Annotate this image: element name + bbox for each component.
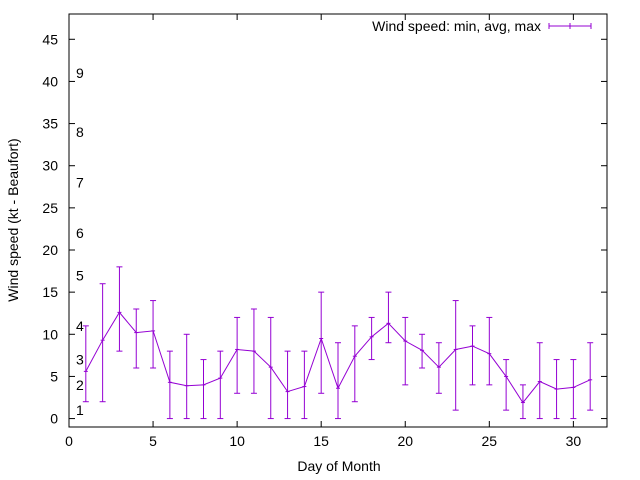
- x-tick-label: 10: [229, 433, 245, 449]
- y-tick-label: 30: [42, 158, 58, 174]
- x-tick-label: 20: [397, 433, 413, 449]
- beaufort-label: 4: [76, 318, 84, 334]
- y-tick-label: 5: [50, 368, 58, 384]
- y-tick-label: 35: [42, 116, 58, 132]
- x-tick-label: 15: [313, 433, 329, 449]
- y-tick-label: 40: [42, 73, 58, 89]
- beaufort-label: 9: [76, 65, 84, 81]
- beaufort-label: 2: [76, 377, 84, 393]
- x-tick-label: 0: [65, 433, 73, 449]
- beaufort-label: 7: [76, 175, 84, 191]
- y-tick-label: 15: [42, 284, 58, 300]
- plot-frame: [68, 13, 608, 428]
- y-tick-label: 20: [42, 242, 58, 258]
- y-tick-label: 0: [50, 411, 58, 427]
- y-tick-label: 10: [42, 326, 58, 342]
- legend-entry-label: Wind speed: min, avg, max: [372, 18, 541, 34]
- y-tick-label: 45: [42, 31, 58, 47]
- y-axis-label: Wind speed (kt - Beaufort): [5, 138, 21, 301]
- x-axis-label: Day of Month: [297, 458, 380, 474]
- x-tick-label: 25: [482, 433, 498, 449]
- y-tick-label: 25: [42, 200, 58, 216]
- x-tick-label: 30: [566, 433, 582, 449]
- beaufort-label: 3: [76, 352, 84, 368]
- beaufort-label: 8: [76, 124, 84, 140]
- x-tick-label: 5: [149, 433, 157, 449]
- beaufort-label: 1: [76, 402, 84, 418]
- beaufort-label: 5: [76, 267, 84, 283]
- beaufort-label: 6: [76, 225, 84, 241]
